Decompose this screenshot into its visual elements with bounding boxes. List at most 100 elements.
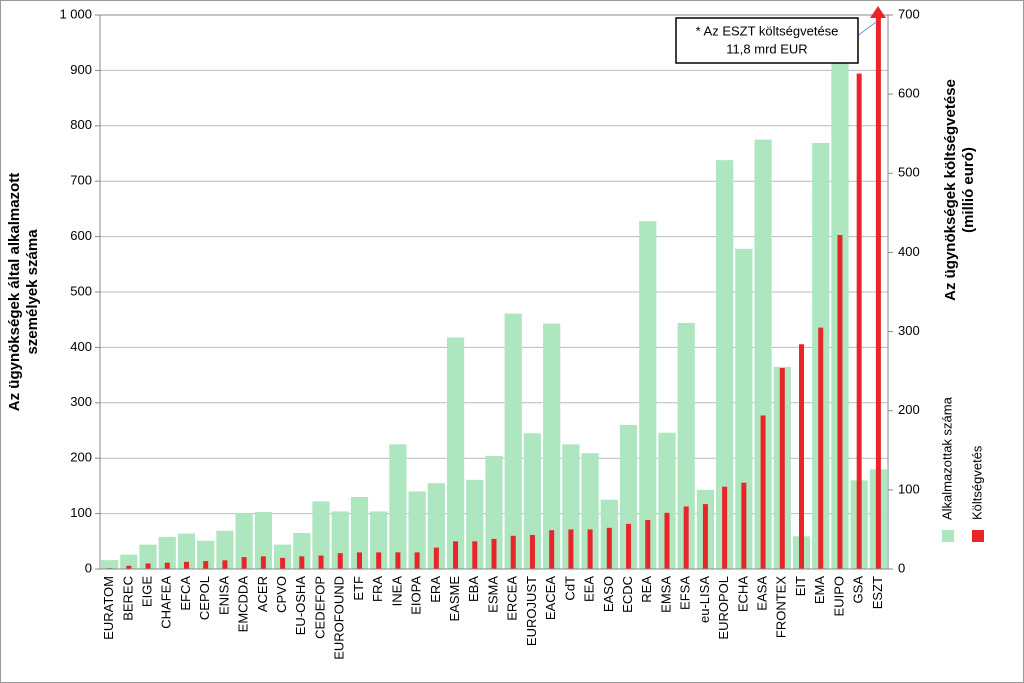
x-tick-label: EMCDDA [236,576,251,633]
x-tick-label: ERA [428,576,443,603]
budget-bar [318,555,324,569]
y2-tick-label: 700 [898,6,920,21]
staff-bar [101,560,119,569]
x-tick-label: EU-OSHA [293,576,308,636]
budget-bar [472,541,478,569]
budget-bar [568,529,574,569]
x-tick-label: EASME [447,576,462,622]
axis-title-line: személyek száma [24,229,41,355]
x-tick-label: EEA [582,576,597,602]
budget-bar [453,541,459,569]
y-tick-label: 400 [70,339,92,354]
x-tick-label: FRONTEX [774,576,789,638]
staff-bar [677,323,695,569]
axis-title-line: Az ügynökségek által alkalmazott [6,173,23,411]
x-tick-label: CdT [562,576,577,601]
staff-bar [427,483,445,569]
staff-bar [120,554,138,569]
staff-bar [466,479,484,569]
x-tick-label: EIGE [139,576,154,607]
staff-bar [254,511,272,569]
axis-title-line: (millió euró) [960,147,977,233]
budget-bar [376,552,382,569]
y2-axis-title: Az ügynökségek költségvetése(millió euró… [942,79,977,301]
y2-tick-label: 100 [898,481,920,496]
y2-tick-label: 200 [898,402,920,417]
budget-bar [433,547,439,569]
budget-bar [299,556,305,569]
budget-bar [395,552,401,569]
x-tick-label: EURATOM [101,576,116,640]
y2-tick-label: 300 [898,323,920,338]
budget-bar [587,529,593,569]
budget-bar [260,556,266,569]
x-tick-label: FRA [370,576,385,602]
budget-bar [683,506,689,569]
staff-bar [523,433,542,569]
budget-bar [875,15,881,569]
x-tick-label: ETF [351,576,366,601]
budget-bar [529,534,535,569]
staff-bar [312,501,330,569]
y-tick-label: 800 [70,117,92,132]
staff-bar [658,432,676,569]
x-tick-label: EUIPO [831,576,846,616]
budget-bar [856,73,862,569]
staff-bar [485,455,503,569]
staff-bar [754,139,772,569]
y2-tick-label: 600 [898,86,920,101]
y2-tick-label: 0 [898,560,905,575]
y-tick-label: 1 000 [59,6,92,21]
x-tick-label: EFCA [178,576,193,611]
x-tick-label: BEREC [120,576,135,621]
staff-bar [716,160,734,569]
y-tick-label: 900 [70,62,92,77]
staff-bar [350,496,369,569]
staff-bar [619,424,638,569]
budget-bar [164,562,170,569]
budget-bar [549,530,555,569]
x-tick-label: INEA [389,576,404,607]
staff-bar [504,313,522,569]
x-tick-label: EASO [601,576,616,612]
budget-bar [837,235,843,569]
x-tick-label: EACEA [543,576,558,620]
x-tick-label: CEDEFOP [312,576,327,639]
staff-bar [562,444,580,569]
y-tick-label: 500 [70,283,92,298]
axis-title-line: Az ügynökségek költségvetése [942,79,959,301]
staff-bar [139,544,157,569]
annotation-line: * Az ESZT költségvetése [696,23,839,38]
x-tick-label: ECHA [735,576,750,612]
budget-bar [510,535,516,569]
x-tick-label: EMA [812,576,827,605]
x-tick-label: eu-LISA [697,576,712,623]
budget-bar [203,561,209,569]
budget-bar [183,561,189,569]
staff-bar [158,536,176,569]
budget-bar [222,560,228,569]
x-tick-label: EFSA [678,576,693,610]
y-tick-label: 600 [70,228,92,243]
x-tick-label: EIOPA [409,576,424,615]
staff-bar [293,532,311,569]
y-tick-label: 100 [70,505,92,520]
legend-swatch [972,530,984,542]
budget-bar [799,344,805,569]
arrow-head [870,6,886,18]
budget-bar [722,486,728,569]
x-tick-label: EUROJUST [524,576,539,646]
staff-bar [735,248,753,569]
y-tick-label: 200 [70,450,92,465]
x-tick-label: ACER [255,576,270,612]
x-tick-label: ECDC [620,576,635,613]
y2-tick-label: 400 [898,244,920,259]
x-tick-label: EUROFOUND [332,576,347,660]
budget-bar [414,552,420,569]
staff-bar [408,491,426,569]
x-tick-label: CPVO [274,576,289,613]
staff-bar [389,444,407,569]
x-tick-label: EUROPOL [716,576,731,640]
x-tick-label: ENISA [216,576,231,615]
